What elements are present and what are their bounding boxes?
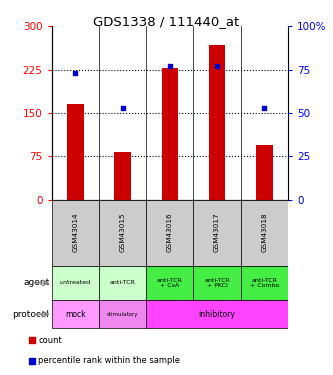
Text: count: count (38, 336, 62, 345)
Point (29, 358, 34, 364)
FancyBboxPatch shape (52, 266, 99, 300)
FancyBboxPatch shape (99, 300, 146, 328)
Bar (67, 104, 84, 200)
Bar (256, 145, 273, 200)
FancyBboxPatch shape (146, 266, 193, 300)
Point (120, 105, 125, 111)
FancyBboxPatch shape (146, 200, 193, 266)
FancyBboxPatch shape (193, 266, 241, 300)
Text: inhibitory: inhibitory (199, 310, 235, 319)
FancyBboxPatch shape (99, 266, 146, 300)
Text: GSM43014: GSM43014 (72, 213, 78, 252)
FancyBboxPatch shape (99, 200, 146, 266)
FancyBboxPatch shape (52, 200, 99, 266)
Point (73, 70, 78, 76)
Point (167, 63, 172, 69)
Text: percentile rank within the sample: percentile rank within the sample (38, 357, 180, 366)
Text: mock: mock (65, 310, 86, 319)
Text: GSM43016: GSM43016 (167, 213, 173, 252)
FancyBboxPatch shape (193, 200, 241, 266)
Text: protocol: protocol (12, 310, 49, 319)
Point (29, 337, 34, 343)
Text: GSM43017: GSM43017 (214, 213, 220, 252)
Text: stimulatory: stimulatory (107, 312, 138, 316)
Bar (162, 68, 178, 200)
FancyBboxPatch shape (146, 300, 288, 328)
Text: GSM43015: GSM43015 (120, 213, 126, 252)
Point (214, 63, 220, 69)
Bar (114, 152, 131, 200)
FancyBboxPatch shape (52, 300, 99, 328)
Point (262, 105, 267, 111)
Text: anti-TCR
+ Combo: anti-TCR + Combo (250, 278, 279, 288)
Text: anti-TCR: anti-TCR (110, 280, 136, 285)
Text: anti-TCR
+ CsA: anti-TCR + CsA (157, 278, 183, 288)
Bar (209, 45, 225, 200)
Text: agent: agent (23, 278, 49, 287)
Text: GSM43018: GSM43018 (261, 213, 267, 252)
Text: GDS1338 / 111440_at: GDS1338 / 111440_at (93, 15, 240, 28)
FancyBboxPatch shape (241, 200, 288, 266)
Text: anti-TCR
+ PKCi: anti-TCR + PKCi (204, 278, 230, 288)
Text: untreated: untreated (60, 280, 91, 285)
FancyBboxPatch shape (241, 266, 288, 300)
